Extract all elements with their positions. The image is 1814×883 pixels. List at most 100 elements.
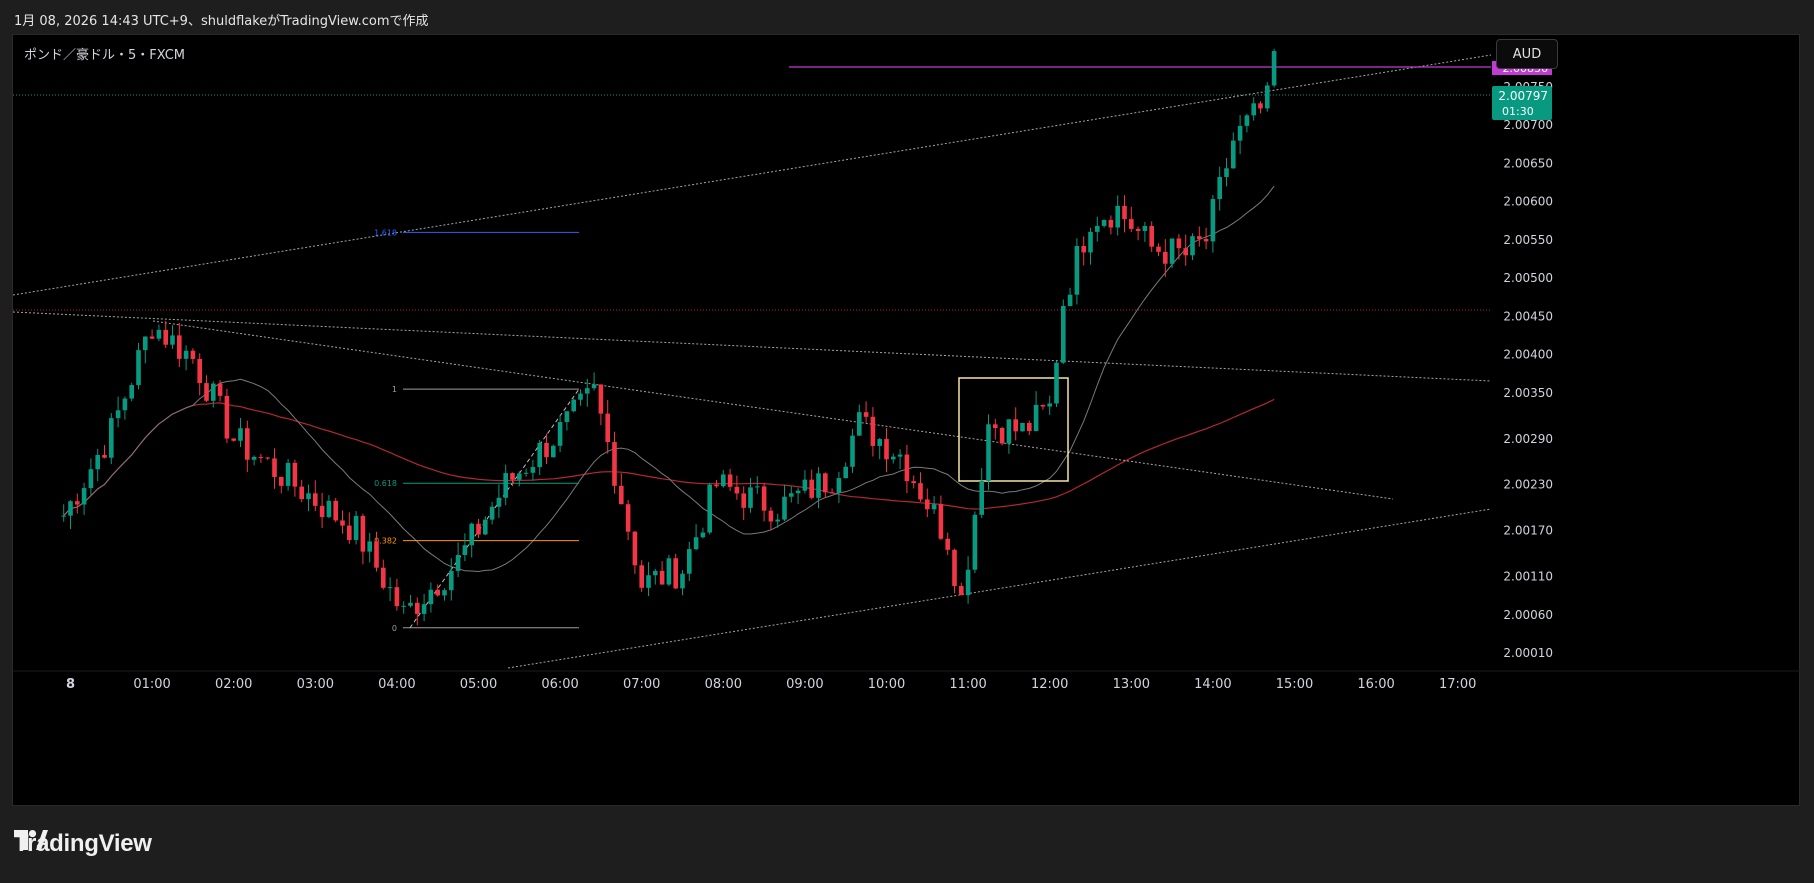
- candle-body: [1135, 228, 1141, 231]
- candle-body: [598, 384, 604, 414]
- time-axis-tick-label: 06:00: [541, 677, 578, 692]
- sma-slow-line: [63, 398, 1275, 517]
- price-axis-tick-label: 2.00600: [1503, 195, 1553, 209]
- candle-body: [1067, 294, 1073, 307]
- candle-body: [319, 505, 325, 518]
- candle-body: [666, 558, 672, 585]
- candle-body: [823, 473, 828, 493]
- candle-body: [1244, 115, 1250, 126]
- symbol-label[interactable]: ポンド／豪ドル・5・FXCM: [24, 48, 186, 63]
- candle-body: [693, 537, 699, 550]
- candlestick-chart[interactable]: 2.6181.61810.6180.38202.007502.007002.00…: [13, 35, 1801, 807]
- candle-body: [245, 428, 250, 460]
- candle-body: [993, 424, 998, 429]
- candle-body: [761, 486, 767, 511]
- candle-body: [503, 473, 508, 498]
- price-axis-tick-label: 2.00650: [1503, 156, 1553, 170]
- candle-body: [585, 388, 590, 394]
- candle-body: [619, 485, 624, 505]
- candle-body: [1210, 199, 1216, 242]
- upper-channel-line: [13, 54, 1492, 296]
- candle-body: [251, 456, 257, 460]
- candle-body: [632, 531, 638, 566]
- tradingview-logo-icon: [14, 830, 48, 850]
- tradingview-logo[interactable]: TradingView: [14, 830, 152, 858]
- candle-body: [897, 454, 903, 457]
- candle-body: [748, 487, 753, 508]
- candle-body: [721, 474, 726, 487]
- price-axis-tick-label: 2.00350: [1503, 386, 1553, 400]
- chart-area[interactable]: 2.6181.61810.6180.38202.007502.007002.00…: [12, 34, 1801, 807]
- candle-body: [1013, 419, 1018, 432]
- currency-button[interactable]: AUD: [1496, 39, 1558, 69]
- price-axis-tick-label: 2.00290: [1503, 432, 1553, 446]
- candle-body: [517, 473, 522, 480]
- time-axis-tick-label: 14:00: [1194, 677, 1231, 692]
- candle-body: [870, 416, 876, 446]
- candle-body: [775, 519, 780, 522]
- time-axis-tick-label: 01:00: [133, 677, 170, 692]
- candle-body: [1271, 51, 1277, 86]
- candle-body: [81, 488, 87, 505]
- candle-body: [109, 418, 114, 458]
- candle-body: [1122, 205, 1127, 220]
- candle-body: [646, 575, 651, 588]
- candle-body: [489, 506, 495, 520]
- time-axis-tick-label: 15:00: [1276, 677, 1313, 692]
- fib-level-label: 0.618: [374, 479, 397, 488]
- candle-body: [755, 486, 760, 488]
- candle-body: [476, 523, 481, 535]
- candle-body: [1176, 238, 1182, 249]
- candle-body: [1115, 205, 1120, 228]
- candle-body: [551, 445, 556, 458]
- candle-body: [680, 573, 685, 589]
- candle-body: [156, 329, 162, 339]
- candle-body: [75, 501, 80, 505]
- candle-body: [1231, 140, 1236, 169]
- descending-trend-line: [152, 320, 1394, 500]
- candle-body: [714, 484, 719, 487]
- fib-level-label: 0: [392, 624, 397, 633]
- price-axis-tick-label: 2.00700: [1503, 118, 1553, 132]
- candle-body: [877, 439, 882, 446]
- candle-body: [367, 541, 372, 552]
- fib-level-label: 1: [392, 385, 397, 394]
- candle-body: [952, 549, 957, 587]
- candle-body: [768, 510, 774, 522]
- fib-level-label: 1.618: [374, 228, 397, 237]
- time-axis-tick-label: 09:00: [786, 677, 823, 692]
- candle-body: [306, 493, 311, 500]
- candle-body: [353, 515, 359, 540]
- candle-body: [931, 504, 937, 510]
- candle-body: [1163, 251, 1168, 264]
- candle-body: [945, 538, 950, 550]
- candle-body: [333, 500, 338, 521]
- candle-body: [986, 424, 991, 481]
- price-axis-tick-label: 2.00400: [1503, 348, 1553, 362]
- candle-body: [496, 497, 502, 507]
- candle-body: [1217, 176, 1222, 200]
- candle-body: [381, 567, 386, 588]
- candle-body: [911, 481, 916, 484]
- tradingview-brand-text: TradingView: [14, 830, 152, 857]
- candle-body: [884, 439, 889, 460]
- time-axis-tick-label: 08:00: [705, 677, 742, 692]
- candle-body: [394, 587, 400, 607]
- candle-body: [687, 549, 692, 574]
- candle-body: [347, 525, 352, 540]
- candle-body: [326, 500, 332, 518]
- candle-body: [1237, 125, 1243, 141]
- candle-body: [727, 474, 733, 487]
- candle-body: [163, 329, 168, 345]
- candle-body: [292, 462, 298, 487]
- candle-body: [741, 493, 746, 508]
- time-axis-tick-label: 16:00: [1357, 677, 1394, 692]
- candle-body: [1251, 103, 1256, 116]
- candle-body: [850, 435, 855, 467]
- candle-body: [1142, 225, 1148, 231]
- candle-body: [299, 486, 304, 500]
- candle-body: [272, 458, 277, 477]
- candle-body: [1006, 419, 1012, 444]
- candle-body: [904, 454, 910, 482]
- candle-body: [1101, 219, 1107, 226]
